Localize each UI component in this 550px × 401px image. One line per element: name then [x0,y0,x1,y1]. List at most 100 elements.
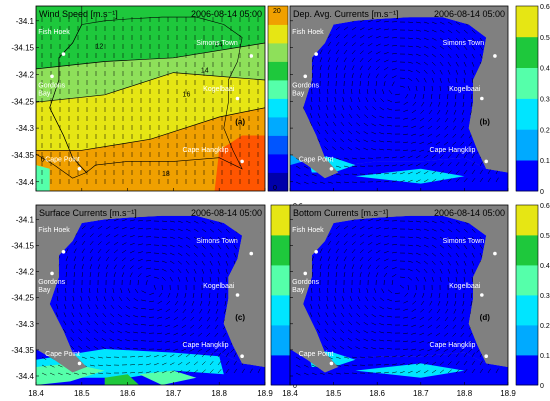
vector-arrow [217,236,222,241]
vector-arrow [423,37,429,41]
x-tick-label: 18.6 [120,389,136,398]
vector-arrow [444,133,449,138]
vector-arrow [157,308,163,312]
colorbar-tick-label: 0 [540,189,544,196]
place-label: Simons Town [443,238,485,245]
vector-arrow [363,147,369,151]
vector-arrow [447,37,453,42]
vector-arrow [133,339,139,342]
vector-arrow [411,117,417,121]
vector-arrow [375,35,381,39]
vector-arrow [63,320,67,326]
vector-arrow [335,49,340,55]
vector-arrow [89,241,94,246]
vector-arrow [487,177,491,183]
vector-arrow [415,179,421,183]
vector-arrow [455,352,460,358]
vector-arrow [391,37,398,39]
vector-arrow [309,113,313,119]
vector-arrow [169,268,174,273]
vector-arrow [295,181,301,185]
vector-arrow [411,308,417,312]
colorbar-segment [516,265,538,296]
vector-arrow [438,292,441,298]
vector-arrow [447,228,453,233]
vector-arrow [351,181,358,183]
vector-arrow [463,360,468,366]
vector-arrow [471,37,476,43]
vector-arrow [129,227,135,230]
vector-arrow [423,162,429,167]
vector-arrow [359,35,365,39]
vector-arrow [463,260,467,266]
vector-arrow [118,305,123,310]
vector-arrow [343,272,346,278]
vector-arrow [351,165,357,168]
vector-arrow [454,101,457,107]
vector-arrow [65,287,67,294]
vector-arrow [455,244,460,249]
vector-arrow [343,356,349,359]
vector-arrow [327,256,331,262]
vector-arrow [225,228,230,233]
vector-arrow [479,252,483,258]
vector-arrow [225,276,227,282]
y-tick-label: -34.2 [16,268,35,277]
vector-arrow [375,242,381,246]
vector-arrow [81,264,84,270]
vector-arrow [201,260,205,266]
vector-arrow [383,356,390,358]
vector-arrow [81,248,85,254]
vector-arrow [402,149,409,151]
vector-arrow [423,276,427,282]
vector-arrow [95,304,99,310]
vector-arrow [463,37,468,42]
vector-arrow [185,369,191,374]
vector-arrow [137,355,143,358]
vector-arrow [137,220,143,222]
vector-arrow [383,363,389,366]
vector-arrow [340,130,345,135]
x-tick-label: 18.5 [326,389,342,398]
colorbar-tick-label: 0.5 [540,35,550,42]
vector-arrow [73,256,77,262]
vector-arrow [57,364,63,368]
vector-arrow [340,138,345,143]
vector-arrow [303,364,309,368]
vector-arrow [423,61,429,66]
land [468,33,508,173]
vector-arrow [335,248,339,254]
vector-arrow [439,53,444,58]
land [81,205,265,236]
panel-title: Wind Speed [m.s⁻¹] [39,9,118,19]
vector-arrow [407,220,414,222]
vector-arrow [439,162,444,167]
vector-arrow [394,292,401,294]
vector-arrow [343,233,348,238]
vector-arrow [201,228,207,233]
vector-arrow [93,346,99,350]
vector-arrow [81,233,86,238]
vector-arrow [117,322,123,326]
vector-arrow [327,240,332,246]
colorbar-tick-label: 0.3 [540,293,550,300]
vector-arrow [447,45,452,50]
vector-arrow [101,338,107,342]
vector-arrow [217,360,222,366]
vector-arrow [343,34,348,39]
vector-arrow [340,329,345,334]
vector-arrow [461,109,465,115]
vector-arrow [391,52,397,55]
vector-arrow [371,148,377,151]
colorbar-tick-label: 0.2 [540,127,550,134]
vector-arrow [87,312,91,318]
vector-arrow [335,181,341,184]
colorbar-segment [516,98,538,130]
x-tick-label: 18.6 [369,389,385,398]
vector-arrow [335,165,341,168]
vector-arrow [169,362,175,366]
vector-arrow [193,228,199,232]
place-label: Cape Hangklip [430,147,476,154]
vector-arrow [445,109,449,115]
